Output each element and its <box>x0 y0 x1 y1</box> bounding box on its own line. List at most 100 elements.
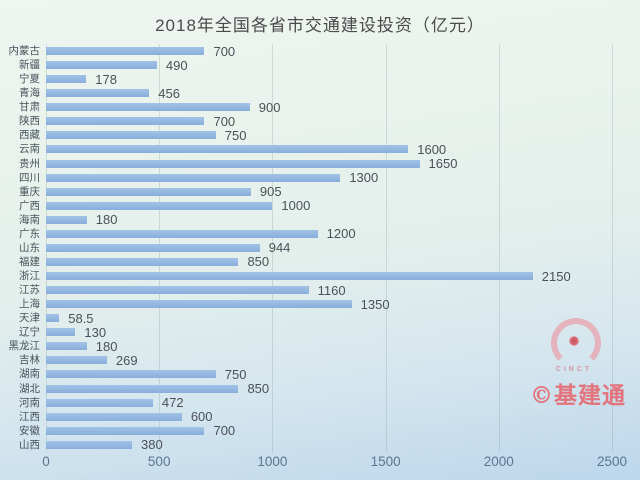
bar-track: 750 <box>46 366 612 382</box>
province-label: 湖北 <box>19 382 40 395</box>
bar-row: 广东 1200 <box>0 226 640 242</box>
bar-value-label: 1200 <box>326 226 356 242</box>
bar <box>46 117 205 126</box>
bar-track: 944 <box>46 240 612 255</box>
bar <box>46 145 409 154</box>
bar <box>46 103 250 112</box>
bar-track: 2150 <box>46 269 612 284</box>
bar-value-label: 456 <box>158 85 180 101</box>
bar-track: 905 <box>46 184 612 200</box>
bar-row: 云南 1600 <box>0 142 640 157</box>
province-label: 山西 <box>19 438 40 451</box>
province-label: 黑龙江 <box>8 340 41 353</box>
bar <box>46 257 239 266</box>
province-label: 四川 <box>19 171 40 184</box>
bar-row: 辽宁 130 <box>0 324 640 340</box>
bar <box>46 187 251 196</box>
chart-title: 2018年全国各省市交通建设投资（亿元） <box>155 16 485 35</box>
bar-row: 陕西 700 <box>0 113 640 129</box>
bar-track: 130 <box>46 324 612 340</box>
bar-value-label: 750 <box>224 366 247 382</box>
bar-track: 750 <box>46 128 612 143</box>
bar <box>46 412 182 421</box>
bar-track: 700 <box>46 423 612 438</box>
bar <box>46 131 216 140</box>
bar-track: 180 <box>46 212 612 228</box>
x-axis-tick-label: 500 <box>147 454 171 469</box>
bar-value-label: 700 <box>213 43 236 59</box>
bar-value-label: 1160 <box>317 282 346 298</box>
province-label: 甘肃 <box>19 101 40 114</box>
bar <box>46 173 341 182</box>
bar-value-label: 1000 <box>281 198 311 214</box>
bar <box>46 159 420 168</box>
bar <box>46 286 309 295</box>
province-label: 江苏 <box>19 284 40 297</box>
bar-track: 700 <box>46 113 612 129</box>
gridline <box>612 44 613 452</box>
bar <box>46 89 150 98</box>
bar-row: 山东 944 <box>0 240 640 255</box>
province-label: 海南 <box>19 213 40 226</box>
bar-value-label: 600 <box>190 409 213 425</box>
province-label: 上海 <box>19 298 40 311</box>
bar-track: 1650 <box>46 156 612 171</box>
bar-value-label: 180 <box>95 338 118 354</box>
bar-track: 700 <box>46 43 612 59</box>
bar <box>46 61 157 70</box>
bar-track: 1160 <box>46 282 612 298</box>
bar-row: 吉林 269 <box>0 352 640 368</box>
bar-row: 黑龙江 180 <box>0 338 640 354</box>
bar-value-label: 490 <box>165 57 188 73</box>
bar-row: 天津 58.5 <box>0 311 640 326</box>
bar-track: 1300 <box>46 170 612 185</box>
x-axis-tick-label: 2500 <box>596 454 628 469</box>
bar-track: 490 <box>46 57 612 73</box>
bar <box>46 440 133 449</box>
bar-track: 456 <box>46 85 612 101</box>
bar-track: 472 <box>46 395 612 410</box>
bar-track: 180 <box>46 338 612 354</box>
bar <box>46 426 205 435</box>
bar-track: 1600 <box>46 142 612 157</box>
bar-value-label: 130 <box>84 324 107 340</box>
bar-track: 1350 <box>46 297 612 312</box>
bar <box>46 314 60 323</box>
bar-track: 178 <box>46 72 612 87</box>
bar-row: 湖南 750 <box>0 366 640 382</box>
bar-row: 重庆 905 <box>0 184 640 200</box>
bar-value-label: 700 <box>213 113 236 129</box>
gridline <box>498 44 500 452</box>
bar-row: 广西 1000 <box>0 198 640 214</box>
bar <box>46 272 533 280</box>
bar-value-label: 850 <box>247 254 270 270</box>
bar-value-label: 1650 <box>428 156 458 171</box>
bar <box>46 370 216 379</box>
province-label: 湖南 <box>19 368 40 381</box>
bar-row: 湖北 850 <box>0 381 640 396</box>
bar-value-label: 269 <box>115 352 138 368</box>
bar-row: 四川 1300 <box>0 170 640 185</box>
province-label: 天津 <box>19 312 40 325</box>
bar <box>46 328 76 337</box>
bar-track: 269 <box>46 352 612 368</box>
bar-value-label: 180 <box>95 212 118 228</box>
bar-row: 河南 472 <box>0 395 640 410</box>
bar-track: 850 <box>46 254 612 270</box>
bar <box>46 384 239 393</box>
bar <box>46 243 260 252</box>
bar-rows-container: 内蒙古 700 新疆 490 宁夏 178 青海 456 甘肃 900 陕西 700 西藏 750 云南 16… <box>0 43 640 453</box>
bar <box>46 201 273 210</box>
bar-row: 江西 600 <box>0 409 640 425</box>
bar-row: 山西 380 <box>0 437 640 452</box>
x-axis: 0 500 1000 1500 2000 2500 <box>42 454 627 474</box>
bar-value-label: 905 <box>259 184 282 200</box>
bar-row: 福建 850 <box>0 254 640 270</box>
province-label: 吉林 <box>19 354 40 367</box>
bar-track: 900 <box>46 100 612 115</box>
x-axis-tick-label: 1000 <box>257 454 288 469</box>
province-label: 广东 <box>19 227 40 240</box>
x-axis-tick-label: 1500 <box>370 454 401 469</box>
x-axis-tick-label: 2000 <box>483 454 514 469</box>
